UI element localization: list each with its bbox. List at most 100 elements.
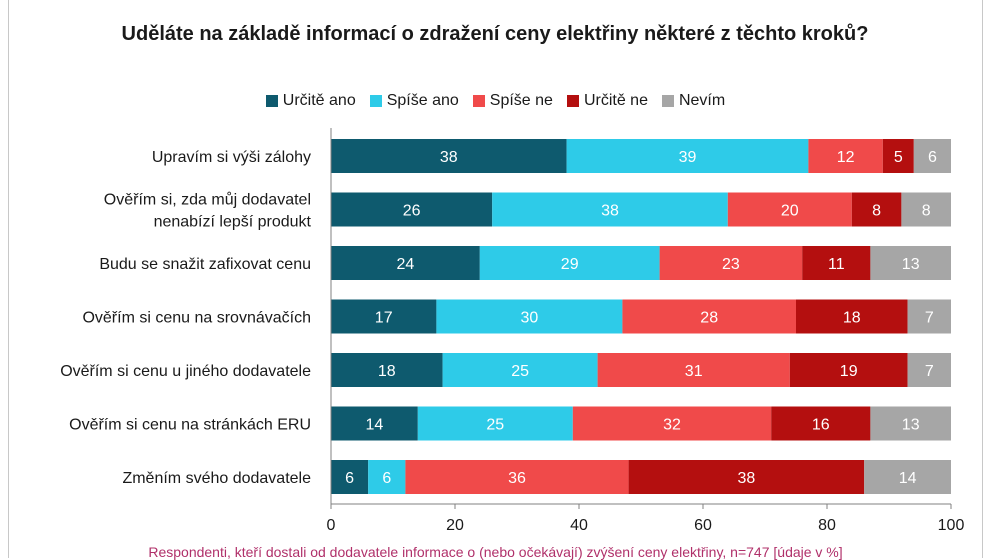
data-label: 24 <box>397 256 415 273</box>
data-label: 38 <box>738 470 756 487</box>
bar-segment <box>368 460 406 494</box>
legend-label: Spíše ne <box>489 92 553 109</box>
bar-segment <box>436 299 623 334</box>
legend-swatch <box>265 95 278 107</box>
category-label: Upravím si výši zálohy <box>152 149 311 166</box>
legend-label: Spíše ano <box>386 92 459 109</box>
data-label: 36 <box>508 470 526 487</box>
data-label: 19 <box>840 363 858 380</box>
x-tick-label: 100 <box>938 517 965 534</box>
bar-segment <box>659 246 803 280</box>
category-label: Ověřím si cenu u jiného dodavatele <box>60 363 311 380</box>
data-label: 8 <box>922 203 931 220</box>
bar-segment <box>851 192 902 227</box>
data-label: 38 <box>440 149 458 166</box>
data-label: 7 <box>925 363 934 380</box>
bar-segment <box>907 299 951 334</box>
bar-segment <box>907 353 951 387</box>
category-label: Budu se snažit zafixovat cenu <box>99 256 311 273</box>
bar-segment <box>331 406 418 441</box>
data-label: 26 <box>403 203 421 220</box>
category-label: Změním svého dodavatele <box>122 470 311 487</box>
x-tick-label: 80 <box>818 517 836 534</box>
bar-segment <box>597 353 790 387</box>
data-label: 12 <box>837 149 855 166</box>
bar-segment <box>864 460 951 494</box>
bar-segment <box>566 139 809 173</box>
x-tick-label: 60 <box>694 517 712 534</box>
chart-legend: Určitě ano Spíše ano Spíše ne Určitě ne Neví… <box>0 92 991 110</box>
bar-segment <box>796 299 908 334</box>
x-tick-label: 40 <box>570 517 588 534</box>
chart-footnote: Respondenti, kteří dostali od dodavatele… <box>148 544 843 560</box>
data-label: 14 <box>366 417 384 434</box>
bar-segment <box>870 246 951 280</box>
x-tick-label: 0 <box>327 517 336 534</box>
bar-segment <box>331 353 443 387</box>
legend-item: Spíše ano <box>369 92 459 110</box>
data-label: 14 <box>899 470 917 487</box>
bar-segment <box>913 139 951 173</box>
bar-segment <box>771 406 871 441</box>
bar-segment <box>442 353 598 387</box>
data-label: 13 <box>902 256 920 273</box>
category-label: Ověřím si cenu na srovnávačích <box>82 310 311 327</box>
bar-segment <box>331 139 567 173</box>
data-label: 25 <box>486 417 504 434</box>
bar-segment <box>727 192 852 227</box>
legend-swatch <box>472 95 485 107</box>
bar-segment <box>622 299 796 334</box>
chart-frame <box>8 0 983 558</box>
legend-swatch <box>369 95 382 107</box>
data-label: 6 <box>928 149 937 166</box>
data-label: 18 <box>843 310 861 327</box>
bar-segment <box>628 460 865 494</box>
legend-label: Určitě ano <box>282 92 356 109</box>
data-label: 31 <box>685 363 703 380</box>
bar-segment <box>331 192 493 227</box>
legend-item: Nevím <box>661 92 726 110</box>
data-label: 29 <box>561 256 579 273</box>
bar-segment <box>882 139 914 173</box>
bar-segment <box>331 460 369 494</box>
data-label: 20 <box>781 203 799 220</box>
bar-segment <box>479 246 660 280</box>
legend-swatch <box>566 95 579 107</box>
bar-segment <box>901 192 951 227</box>
bar-segment <box>331 299 437 334</box>
data-label: 23 <box>722 256 740 273</box>
data-label: 5 <box>894 149 903 166</box>
data-label: 17 <box>375 310 393 327</box>
data-label: 32 <box>663 417 681 434</box>
data-label: 25 <box>511 363 529 380</box>
bar-segment <box>789 353 908 387</box>
legend-item: Určitě ne <box>566 92 648 110</box>
data-label: 13 <box>902 417 920 434</box>
bar-segment <box>492 192 728 227</box>
legend-label: Nevím <box>678 92 726 109</box>
bar-segment <box>870 406 951 441</box>
data-label: 6 <box>382 470 391 487</box>
data-label: 28 <box>700 310 718 327</box>
legend-item: Spíše ne <box>472 92 553 110</box>
bar-segment <box>572 406 772 441</box>
chart-title: Uděláte na základě informací o zdražení … <box>121 23 869 45</box>
bar-segment <box>405 460 629 494</box>
category-label: Ověřím si, zda můj dodavatel nenabízí lep… <box>104 191 312 231</box>
bar-segment <box>331 246 480 280</box>
data-label: 38 <box>601 203 619 220</box>
bar-segment <box>808 139 883 173</box>
category-label: Ověřím si cenu na stránkách ERU <box>69 417 311 434</box>
bar-segment <box>417 406 573 441</box>
data-label: 11 <box>828 256 845 273</box>
x-tick-label: 20 <box>446 517 464 534</box>
data-label: 7 <box>925 310 934 327</box>
legend-swatch <box>661 95 674 107</box>
data-label: 18 <box>378 363 396 380</box>
data-label: 6 <box>345 470 354 487</box>
data-label: 39 <box>679 149 697 166</box>
bar-segment <box>802 246 871 280</box>
data-label: 16 <box>812 417 830 434</box>
legend-item: Určitě ano <box>265 92 356 110</box>
